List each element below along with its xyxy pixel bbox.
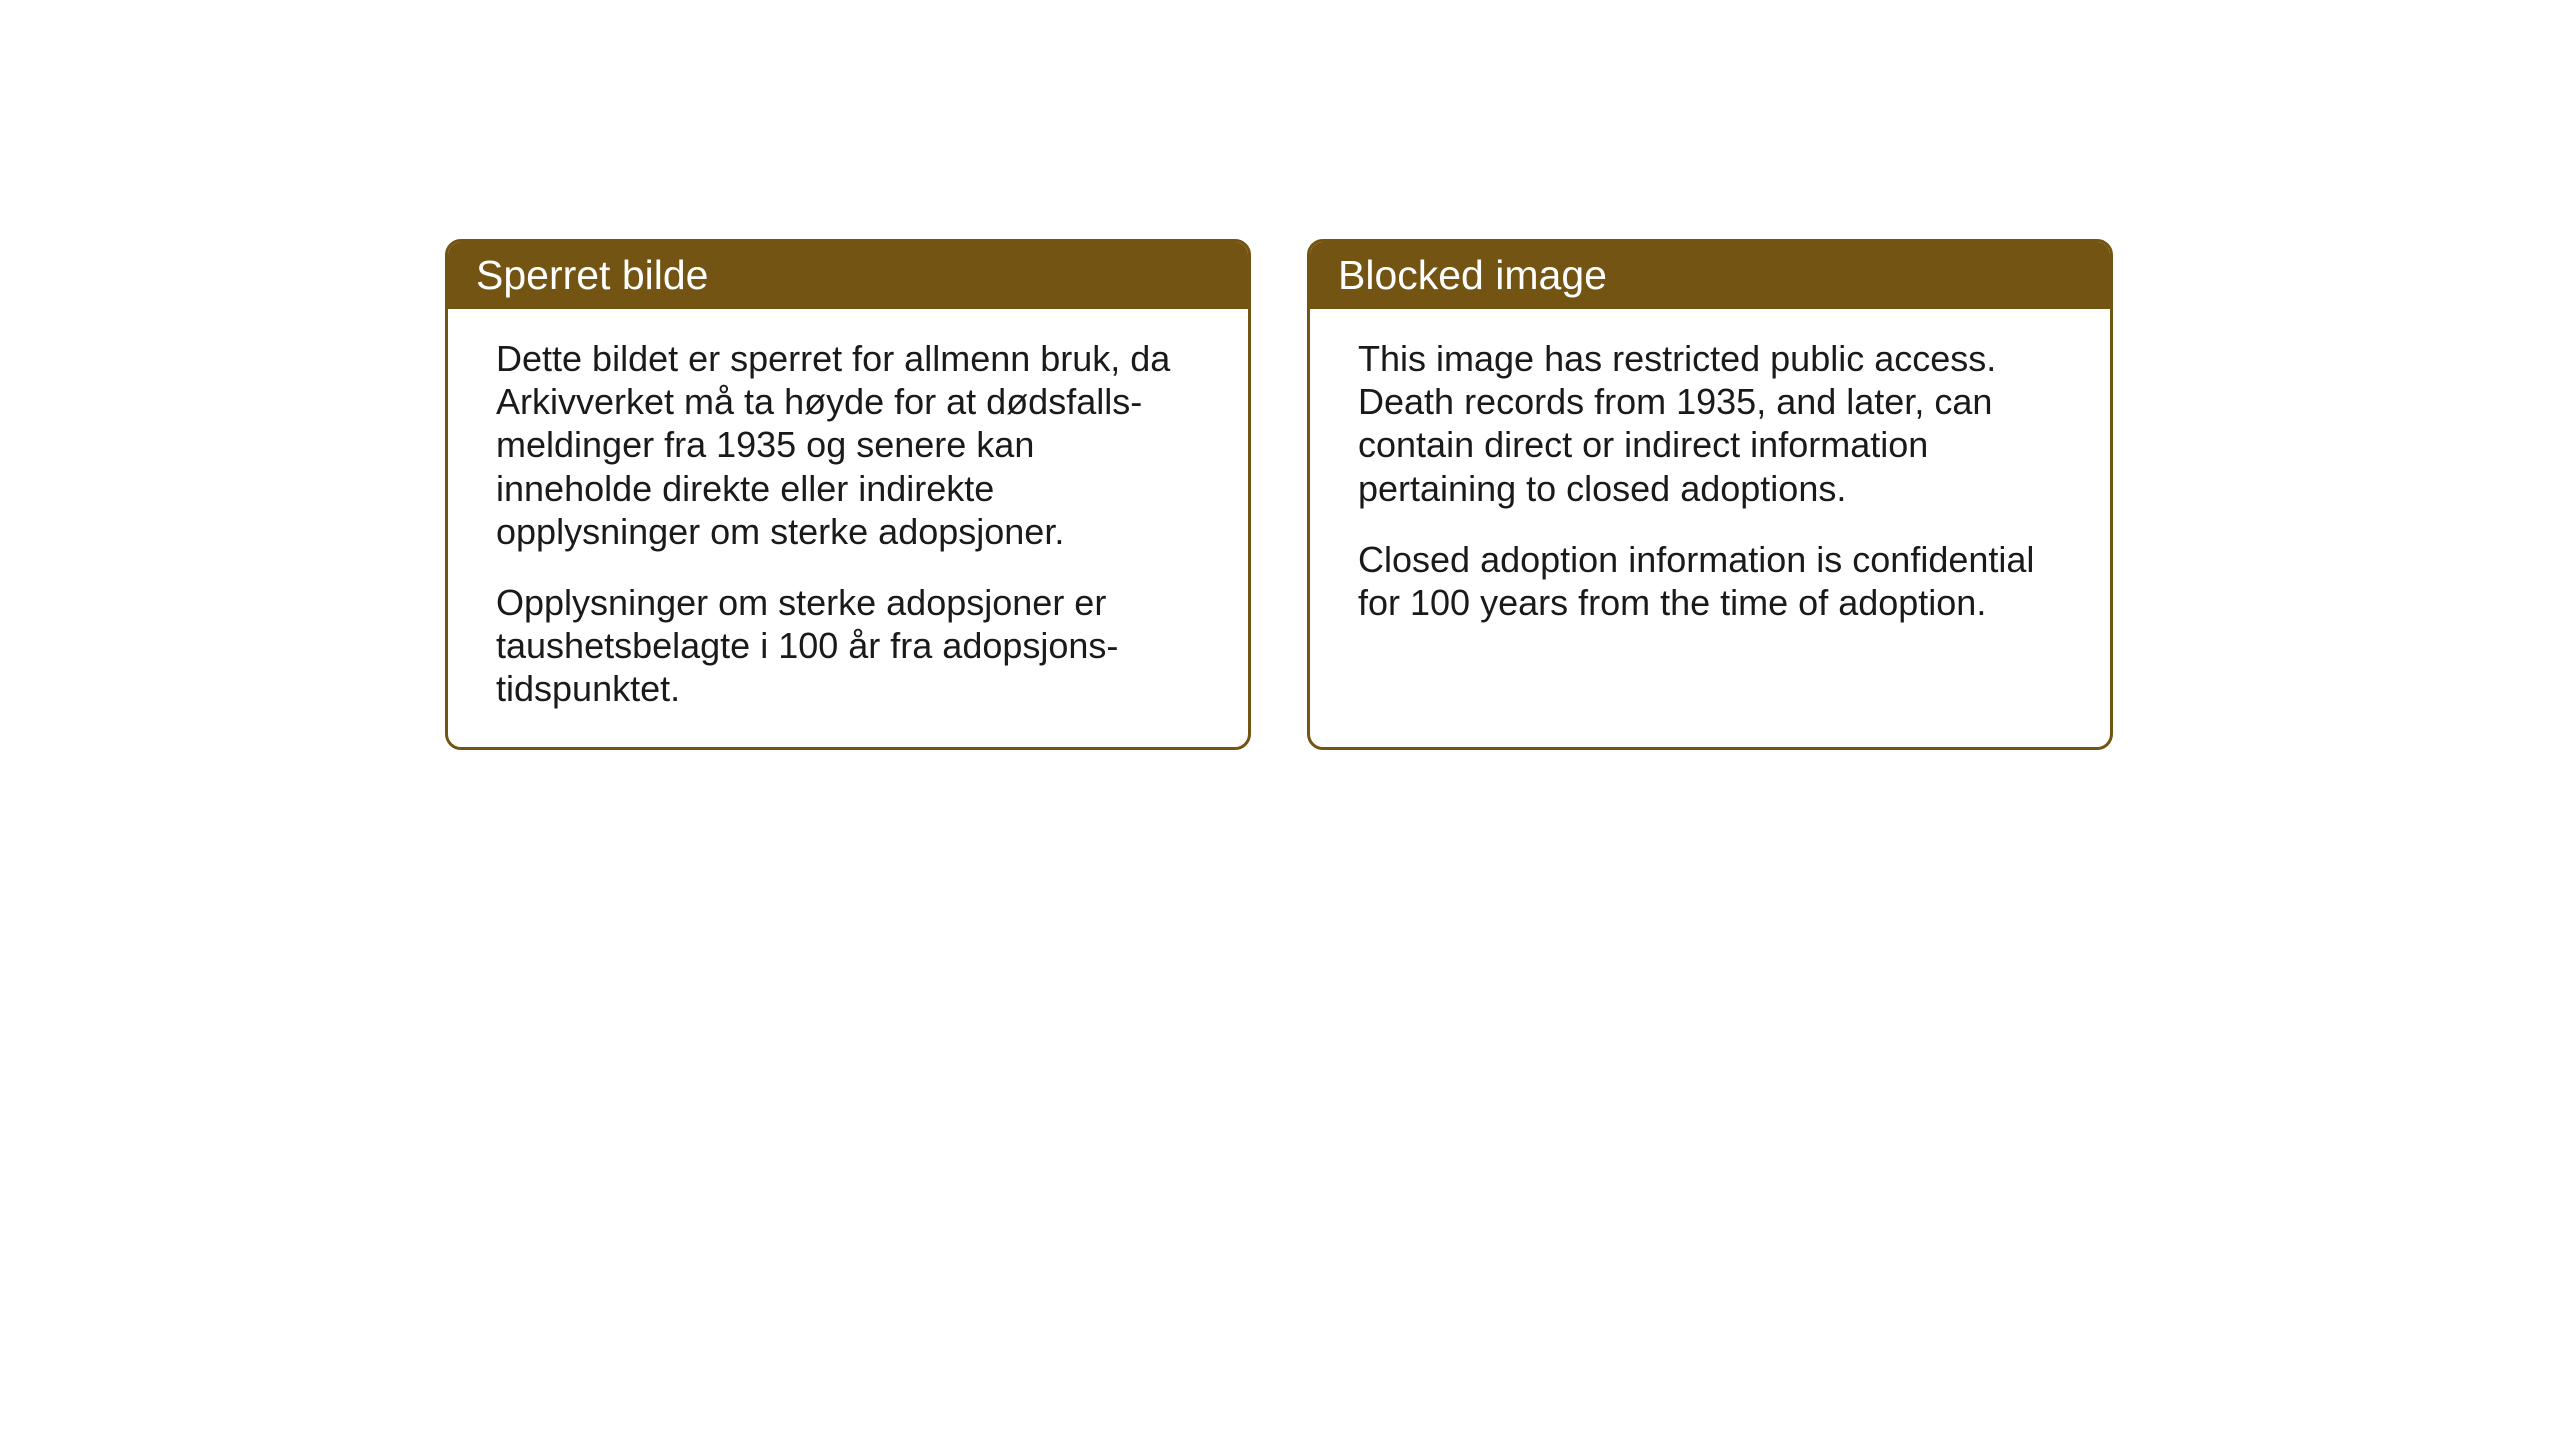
card-header-norwegian: Sperret bilde — [448, 242, 1248, 309]
card-english: Blocked image This image has restricted … — [1307, 239, 2113, 750]
card-paragraph: Dette bildet er sperret for allmenn bruk… — [496, 337, 1200, 553]
cards-container: Sperret bilde Dette bildet er sperret fo… — [445, 239, 2113, 750]
card-header-english: Blocked image — [1310, 242, 2110, 309]
card-norwegian: Sperret bilde Dette bildet er sperret fo… — [445, 239, 1251, 750]
card-paragraph: This image has restricted public access.… — [1358, 337, 2062, 510]
card-body-norwegian: Dette bildet er sperret for allmenn bruk… — [448, 309, 1248, 747]
card-body-english: This image has restricted public access.… — [1310, 309, 2110, 660]
card-paragraph: Opplysninger om sterke adopsjoner er tau… — [496, 581, 1200, 711]
card-paragraph: Closed adoption information is confident… — [1358, 538, 2062, 624]
